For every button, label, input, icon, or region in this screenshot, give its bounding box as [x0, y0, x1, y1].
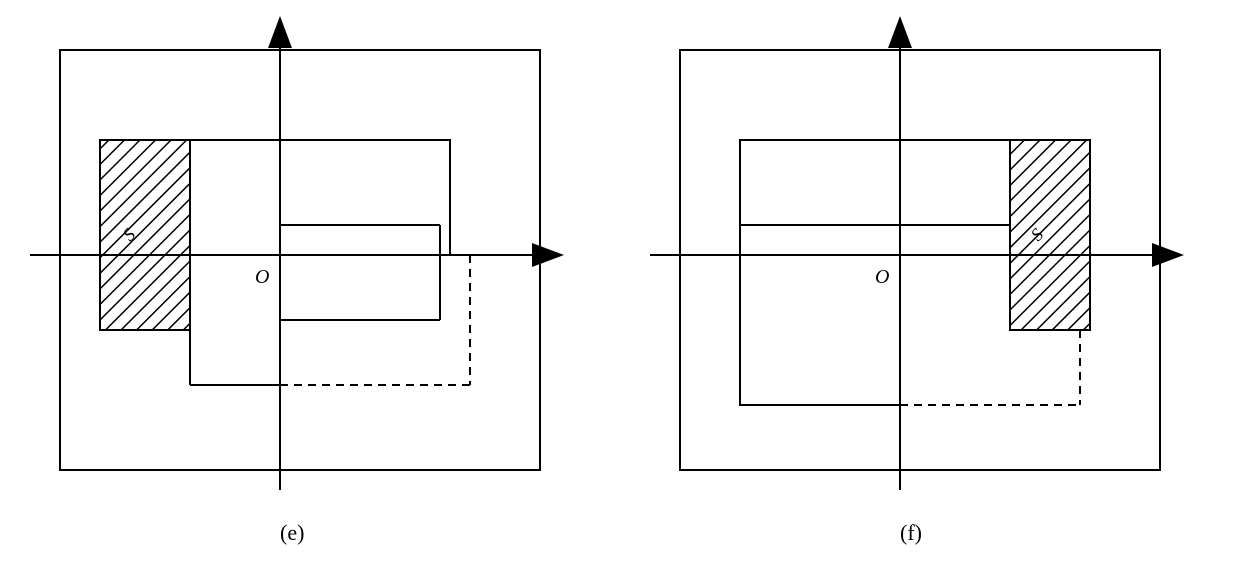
caption-f: (f) — [900, 520, 922, 546]
origin-label-e: O — [255, 266, 269, 289]
upper-rect — [190, 140, 450, 255]
origin-label-f: O — [875, 266, 889, 289]
panel-e: S — [20, 10, 580, 510]
hatched-region — [100, 140, 190, 330]
figure-canvas: S S O O (e) (f) — [0, 0, 1240, 563]
caption-e: (e) — [280, 520, 304, 546]
upper-rect — [740, 140, 1010, 225]
panel-f: S — [640, 10, 1200, 510]
lower-left-rect — [740, 225, 900, 405]
hatched-region — [1010, 140, 1090, 330]
